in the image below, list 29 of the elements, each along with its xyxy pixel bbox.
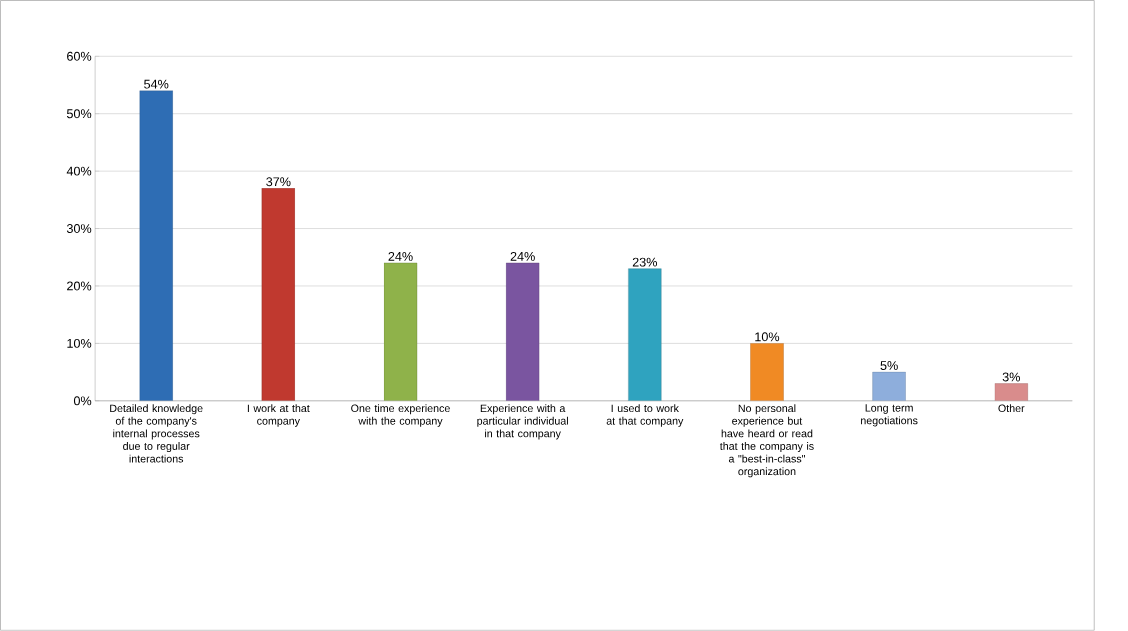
bar xyxy=(872,371,906,401)
bar xyxy=(750,343,784,401)
y-tick-label: 20% xyxy=(67,281,92,291)
x-tick-label: I work at that company xyxy=(247,404,310,427)
data-label: 24% xyxy=(510,252,535,261)
y-tick-label: 30% xyxy=(66,224,92,234)
x-tick-label: I used to work at that company xyxy=(606,404,684,427)
y-tick-label: 60% xyxy=(67,51,92,61)
x-tick-label: One time experience with the company xyxy=(351,404,450,427)
y-tick-label: 50% xyxy=(66,109,92,119)
bar xyxy=(994,383,1028,401)
y-tick-label: 0% xyxy=(73,396,92,406)
data-label: 54% xyxy=(144,79,169,89)
x-tick-label: Long term negotiations xyxy=(861,404,918,427)
bar xyxy=(505,262,540,401)
data-label: 10% xyxy=(755,332,780,342)
data-label: 24% xyxy=(388,252,413,261)
y-tick-label: 40% xyxy=(66,166,92,176)
x-tick-label: Experience with a particular individual in that company xyxy=(477,404,568,440)
data-label: 23% xyxy=(632,257,657,267)
x-tick-label: Other xyxy=(998,404,1025,413)
data-label: 37% xyxy=(266,177,291,187)
bar xyxy=(261,188,296,401)
data-label: 5% xyxy=(880,361,898,371)
bar xyxy=(383,262,418,401)
x-tick-label: No personal experience but have heard or read that the company is a "best-in-class" organization xyxy=(719,404,814,478)
data-label: 3% xyxy=(1002,372,1020,382)
x-tick-label: Detailed knowledge of the company's internal processes due to regular interactions xyxy=(110,404,203,463)
y-tick-label: 10% xyxy=(67,339,92,348)
